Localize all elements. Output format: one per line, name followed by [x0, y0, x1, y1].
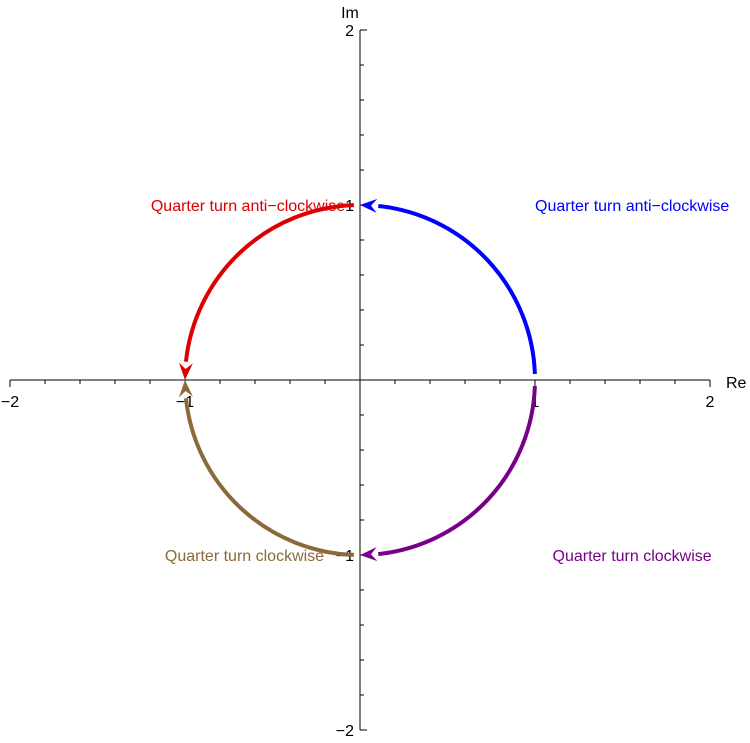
arrowhead — [360, 198, 378, 213]
quarter-turn-arcs — [178, 198, 537, 562]
arc-label-purple: Quarter turn clockwise — [553, 548, 712, 565]
arrowhead — [178, 362, 193, 380]
arrowhead — [360, 547, 378, 562]
arc-label-red: Quarter turn anti−clockwise — [151, 198, 345, 215]
x-tick-label: 2 — [706, 394, 715, 411]
x-tick-label: −2 — [1, 394, 19, 411]
imaginary-axis-label: Im — [341, 5, 359, 22]
real-axis-label: Re — [726, 375, 747, 392]
arc-blue — [360, 198, 537, 374]
arc-path — [378, 203, 537, 374]
arc-labels: Quarter turn anti−clockwise Quarter turn … — [151, 198, 730, 565]
axes — [10, 30, 710, 730]
arc-path — [183, 398, 354, 557]
arrowhead — [178, 380, 193, 398]
y-tick-label: 2 — [345, 23, 354, 40]
arc-label-blue: Quarter turn anti−clockwise — [535, 198, 729, 215]
y-tick-label: −2 — [336, 723, 354, 740]
arc-red — [178, 203, 354, 380]
arc-brown — [178, 380, 354, 557]
axis-tick-labels: −2 −1 1 221−1−2 — [1, 23, 715, 740]
arc-path — [183, 203, 354, 362]
arc-label-brown: Quarter turn clockwise — [165, 548, 324, 565]
arc-path — [378, 386, 537, 557]
arc-purple — [360, 386, 537, 562]
